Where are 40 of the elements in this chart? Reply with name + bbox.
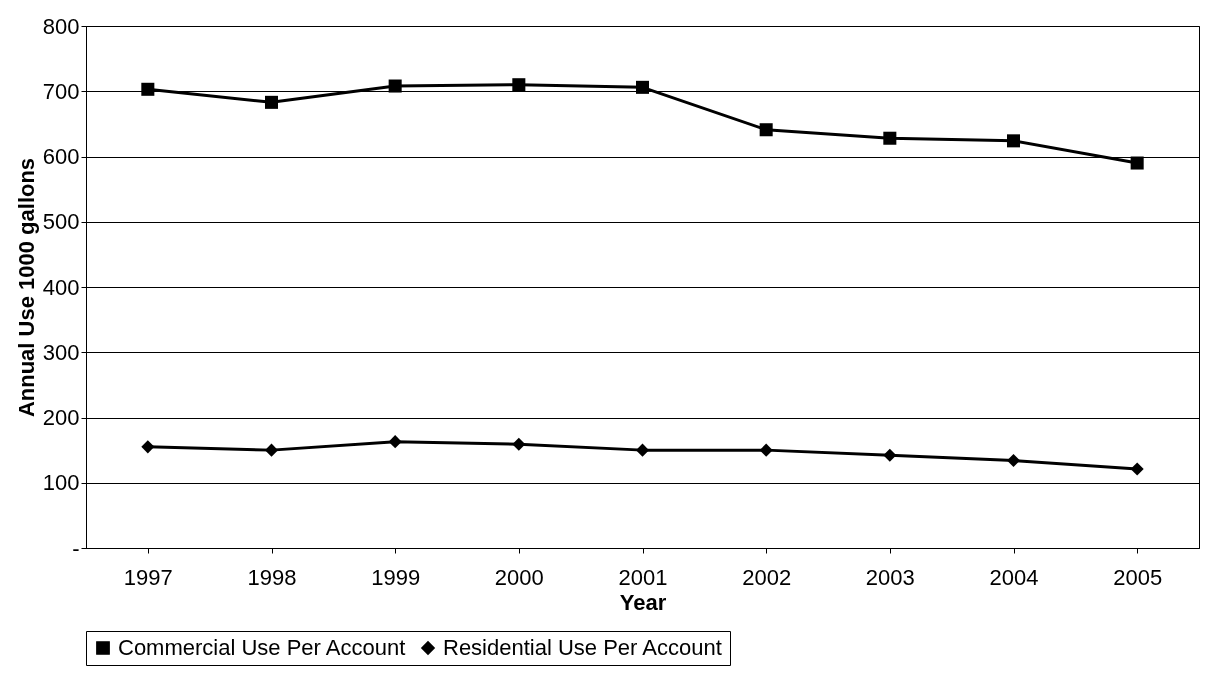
point [141,440,155,454]
point [512,437,526,451]
point [635,80,650,94]
y-tick-label: 200 [42,405,80,430]
point [759,443,773,457]
point [388,79,402,93]
legend-label: Commercial Use Per Account [118,635,406,660]
x-tick-label: 2003 [865,564,915,590]
point [883,448,897,462]
point [1006,134,1021,148]
y-tick-label: 500 [42,209,80,235]
x-tick-label: 2005 [1113,564,1163,590]
point [1006,454,1021,468]
y-tick-label: 600 [42,144,80,169]
y-tick-label: 800 [42,13,80,39]
point [512,78,526,92]
x-tick-label: 2002 [742,564,792,590]
y-tick-label: 700 [42,78,80,104]
x-tick-label: 2000 [494,564,544,590]
x-axis-title: Year [619,589,667,615]
y-tick-label: 300 [42,339,80,365]
x-tick-label: 1997 [123,564,173,590]
point [1130,156,1144,170]
point [635,443,650,457]
y-tick-label: 400 [42,274,80,300]
point [759,123,773,137]
point [883,131,897,145]
x-tick-label: 2001 [618,564,668,590]
y-tick-label: 100 [42,470,80,496]
point [141,82,155,96]
x-tick-label: 2004 [989,564,1039,590]
point [264,443,279,457]
point [388,435,402,449]
y-tick-label: - [72,535,80,561]
point [264,95,279,109]
x-tick-label: 1998 [247,564,297,590]
x-tick-label: 1999 [371,564,421,590]
y-axis-title: Annual Use 1000 gallons [13,157,39,418]
point [1130,462,1144,476]
legend-label: Residential Use Per Account [443,635,722,660]
